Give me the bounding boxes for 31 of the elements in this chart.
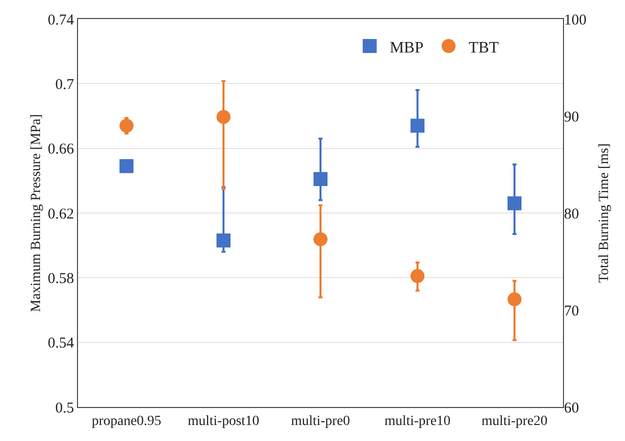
y-tick-label: 0.54 [48,336,74,352]
y2-tick-label: 70 [564,303,579,320]
y-axis-title: Maximum Burning Pressure [MPa] [29,114,44,312]
y-tick-label: 0.7 [55,76,74,93]
x-tick-label: multi-post10 [188,414,260,429]
y-tick-label: 0.5 [55,400,74,416]
y2-tick-label: 60 [564,400,579,416]
point [508,196,522,210]
point [216,233,230,248]
y-tick-label: 0.74 [48,12,74,28]
x-tick-label: multi-pre20 [481,414,548,429]
point [216,110,230,124]
y2-axis-title: Total Burning Time [ms] [597,143,612,283]
y2-tick-label: 90 [564,109,579,126]
legend-label: TBT [468,39,500,56]
y2-tick-label: 100 [564,12,586,28]
y-tick-label: 0.58 [48,270,74,287]
legend-label: MBP [390,39,424,56]
point [120,118,134,133]
y-tick-label: 0.62 [48,206,74,222]
point [314,232,328,246]
y2-tick-label: 80 [564,206,579,222]
point [410,269,424,284]
x-tick-label: multi-pre0 [290,414,350,429]
point [410,118,424,133]
x-tick-label: multi-pre10 [384,414,451,429]
x-tick-label: propane0.95 [92,414,162,429]
y-tick-label: 0.66 [48,142,74,158]
point [120,159,134,174]
point [314,172,328,186]
point [508,292,522,306]
